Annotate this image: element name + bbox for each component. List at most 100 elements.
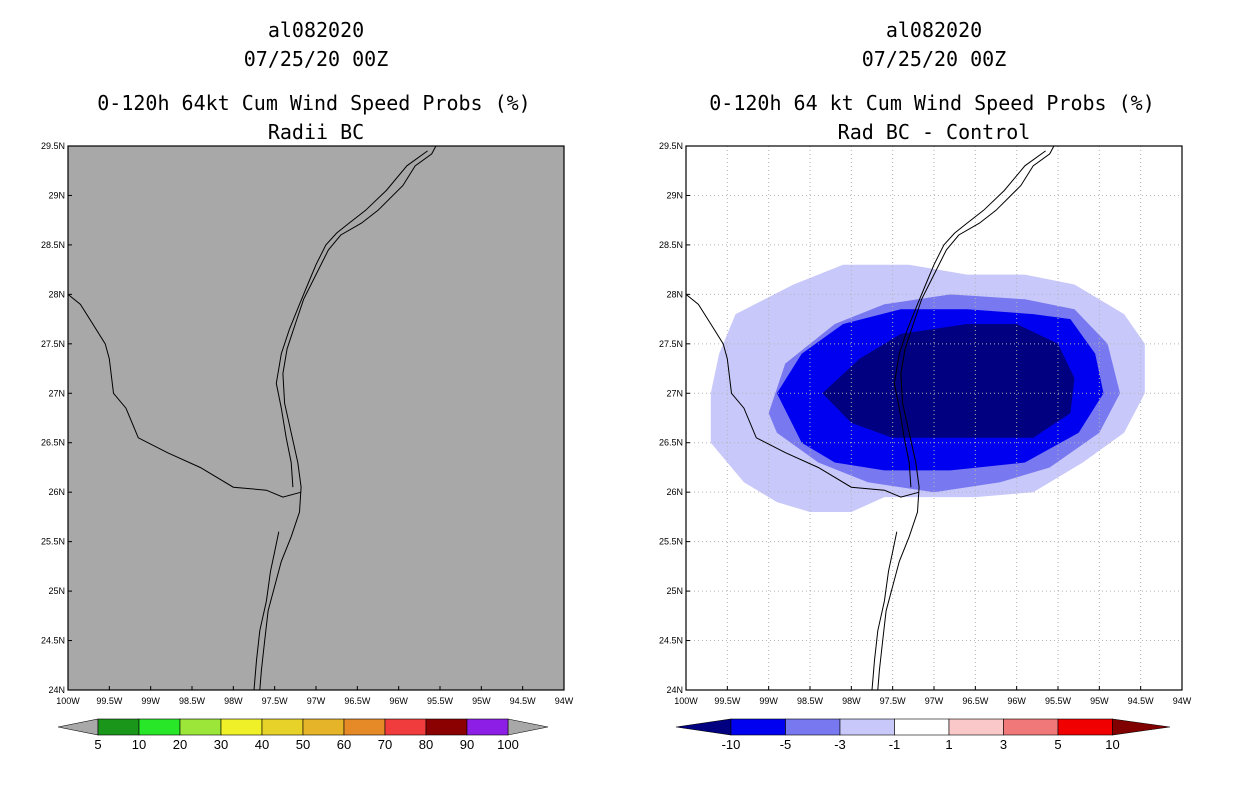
colorbar-label: 70 [378,737,392,752]
x-tick-label: 94.5W [1128,696,1155,706]
y-tick-label: 26.5N [659,438,683,448]
coastline [259,146,437,690]
y-tick-label: 26N [666,487,683,497]
plot-area [68,146,564,690]
x-tick-label: 99.5W [96,696,123,706]
chart-subtitle: Radii BC [268,120,364,144]
colorbar-label: 80 [419,737,433,752]
colorbar: -10 -5 -3 -1 1 3 5 10 [675,718,1171,752]
x-tick-label: 95.5W [427,696,454,706]
y-tick-label: 29N [666,190,683,200]
x-tick-label: 99W [759,696,778,706]
colorbar-swatch [425,718,468,736]
y-tick-label: 25.5N [659,537,683,547]
y-tick-label: 25N [666,586,683,596]
colorbar-swatch [894,718,950,736]
colorbar-label: 40 [255,737,269,752]
colorbar-under [57,718,99,736]
coastline-map [68,146,437,690]
colorbar: 5 10 20 30 40 50 60 70 80 90 100 [57,718,549,752]
x-tick-label: 98W [224,696,243,706]
y-tick-label: 28.5N [41,240,65,250]
colorbar-label: -3 [834,737,846,752]
colorbar-label: 90 [460,737,474,752]
x-tick-label: 98.5W [179,696,206,706]
coastline-map [686,146,1055,690]
x-tick-label: 96W [389,696,408,706]
y-tick-label: 28N [48,289,65,299]
border [686,294,920,498]
x-tick-label: 99.5W [714,696,741,706]
panel-1: al082020 07/25/20 00Z 0-120h 64kt Cum Wind… [41,18,574,752]
x-tick-label: 100W [56,696,80,706]
colorbar-swatch [785,718,841,736]
colorbar-swatch [384,718,427,736]
x-tick-label: 94.5W [510,696,537,706]
contour-fills [710,264,1145,512]
x-tick-label: 97W [925,696,944,706]
barrier-island [893,150,1046,488]
barrier-island-south [871,531,898,690]
colorbar-label: 20 [173,737,187,752]
y-tick-label: 25.5N [41,537,65,547]
y-tick-label: 29.5N [659,141,683,151]
colorbar-swatch [138,718,181,736]
colorbar-swatch [839,718,895,736]
colorbar-swatch [302,718,345,736]
chart-title: 0-120h 64kt Cum Wind Speed Probs (%) [97,91,530,115]
colorbar-swatch [261,718,304,736]
colorbar-swatch [1057,718,1113,736]
x-tick-label: 96.5W [344,696,371,706]
colorbar-label: 50 [296,737,310,752]
y-tick-label: 27.5N [659,339,683,349]
y-tick-label: 27.5N [41,339,65,349]
y-tick-label: 25N [48,586,65,596]
colorbar-over [1112,718,1171,736]
colorbar-label: 100 [497,737,519,752]
colorbar-label: -1 [889,737,901,752]
colorbar-swatch [730,718,786,736]
colorbar-label: 10 [132,737,146,752]
x-tick-label: 94W [1173,696,1192,706]
y-tick-label: 26.5N [41,438,65,448]
storm-id: al082020 [886,18,982,42]
gridlines [686,146,1182,690]
y-tick-label: 28N [666,289,683,299]
y-tick-label: 27N [48,388,65,398]
x-tick-label: 94W [555,696,574,706]
colorbar-label: 1 [945,737,952,752]
x-tick-label: 96.5W [962,696,989,706]
y-tick-label: 24.5N [41,636,65,646]
y-tick-label: 24N [48,685,65,695]
colorbar-swatch [1003,718,1059,736]
colorbar-under [675,718,732,736]
x-tick-label: 97W [307,696,326,706]
forecast-time: 07/25/20 00Z [862,47,1007,71]
y-tick-label: 29N [48,190,65,200]
y-tick-label: 27N [666,388,683,398]
x-tick-label: 98W [842,696,861,706]
chart-title: 0-120h 64 kt Cum Wind Speed Probs (%) [709,91,1155,115]
y-tick-label: 24N [666,685,683,695]
colorbar-over [507,718,549,736]
colorbar-swatch [220,718,263,736]
colorbar-label: -5 [780,737,792,752]
y-tick-label: 29.5N [41,141,65,151]
colorbar-label: 3 [1000,737,1007,752]
colorbar-label: 10 [1105,737,1119,752]
coastline [877,146,1055,690]
y-tick-label: 26N [48,487,65,497]
x-tick-label: 98.5W [797,696,824,706]
colorbar-label: -10 [722,737,741,752]
colorbar-label: 5 [94,737,101,752]
colorbar-label: 5 [1054,737,1061,752]
y-tick-label: 24.5N [659,636,683,646]
forecast-time: 07/25/20 00Z [244,47,389,71]
x-tick-label: 95W [472,696,491,706]
colorbar-label: 30 [214,737,228,752]
storm-id: al082020 [268,18,364,42]
panel-2: al082020 07/25/20 00Z 0-120h 64 kt Cum Win… [659,18,1192,752]
colorbar-swatch [179,718,222,736]
y-tick-label: 28.5N [659,240,683,250]
